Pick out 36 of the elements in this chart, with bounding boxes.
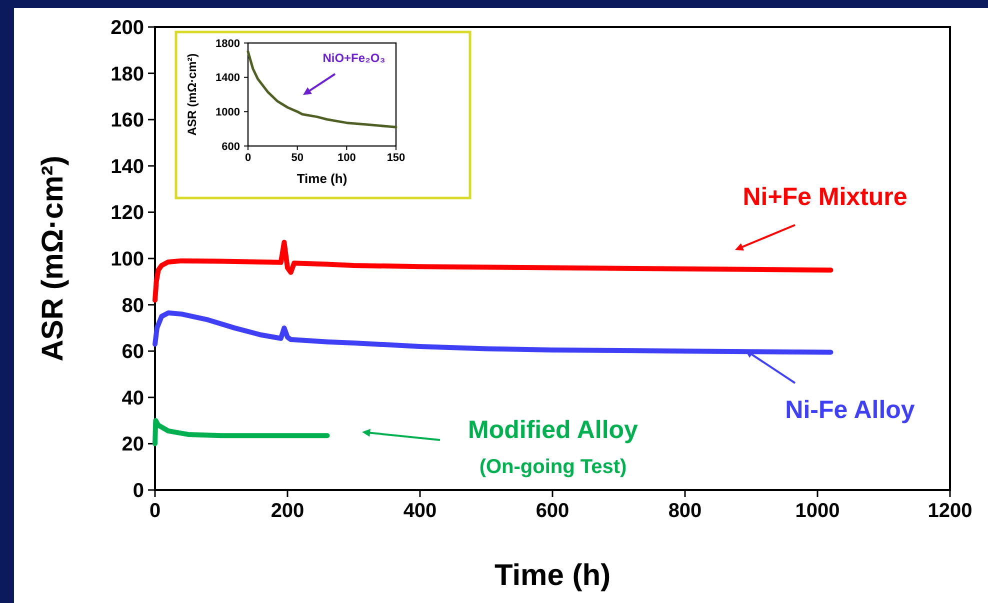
y-tick-label: 0	[132, 480, 144, 502]
x-tick-label: 150	[386, 152, 406, 164]
y-tick-label: 180	[110, 63, 144, 86]
x-tick-label: 800	[668, 500, 702, 522]
y-tick-label: 1800	[216, 38, 240, 50]
y-tick-label: 1400	[216, 72, 240, 84]
x-tick-label: 400	[403, 500, 437, 522]
series-label: Ni-Fe Alloy	[785, 396, 915, 424]
y-tick-label: 120	[110, 202, 144, 224]
annotation: NiO+Fe₂O₃	[322, 51, 386, 65]
x-tick-label: 50	[291, 152, 304, 164]
text: Ni+Fe Mixture	[742, 183, 908, 211]
annotation: (On-going Test)	[479, 456, 627, 478]
y-tick-label: 160	[110, 110, 144, 132]
x-tick-label: 0	[244, 152, 252, 164]
x-tick-label: 0	[149, 500, 161, 522]
line-series	[246, 50, 398, 128]
x-tick-label: 600	[536, 500, 570, 522]
x-tick-label: 200	[270, 500, 304, 522]
y-tick-label: 600	[222, 140, 240, 153]
y-tick-label: 80	[122, 294, 144, 317]
y-tick-label: 200	[110, 17, 144, 39]
y-tick-label: 60	[122, 341, 144, 364]
y-tick-label: 40	[122, 387, 144, 410]
y-axis-title: ASR (mΩ·cm²)	[36, 156, 70, 362]
legend-label: Modified Alloy	[468, 416, 638, 444]
y-tick-label: 1000	[216, 106, 240, 119]
x-tick-label: 100	[337, 152, 356, 164]
x-axis-title: Time (h)	[296, 171, 348, 186]
y-tick-label: 100	[110, 248, 144, 270]
y-tick-label: 20	[122, 434, 144, 456]
y-axis-title: ASR (mΩ·cm²)	[185, 53, 200, 136]
x-tick-label: 1200	[928, 500, 972, 522]
y-tick-label: 140	[110, 156, 144, 178]
x-tick-label: 1000	[795, 500, 840, 522]
x-axis-title: Time (h)	[494, 559, 611, 592]
